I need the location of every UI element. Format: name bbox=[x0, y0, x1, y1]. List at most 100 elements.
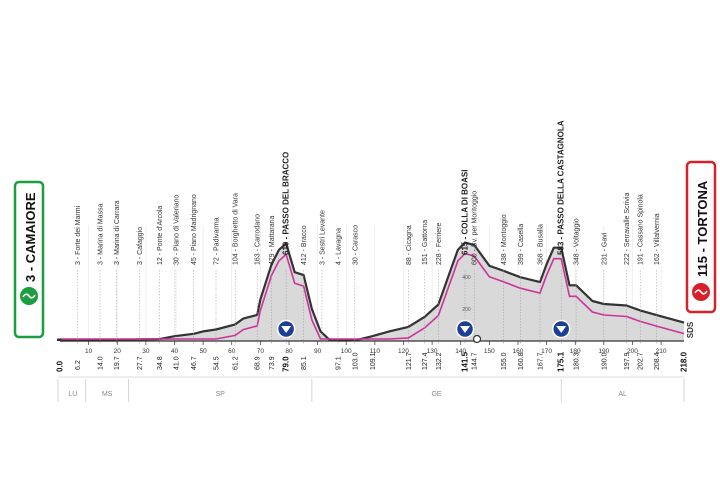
place-label: 104 - Borghetto di Vara bbox=[233, 193, 240, 265]
axis-tick-label: 180 bbox=[570, 348, 581, 355]
place-label: 412 - Bracco bbox=[301, 225, 308, 265]
km-label: 46.7 bbox=[191, 356, 198, 370]
km-label: 109.1 bbox=[370, 352, 377, 370]
km-label: 127.4 bbox=[422, 352, 429, 370]
place-label: 610 - PASSO DEL BRACCO bbox=[282, 152, 291, 255]
km-label: 61.2 bbox=[233, 356, 240, 370]
axis-tick-label: 70 bbox=[257, 348, 265, 355]
axis-tick-label: 50 bbox=[200, 348, 208, 355]
km-label: 155.0 bbox=[501, 352, 508, 370]
place-label: 163 - Carrodano bbox=[255, 214, 262, 265]
place-label: 228 - Ferriere bbox=[436, 222, 443, 265]
km-label: 41.0 bbox=[173, 356, 180, 370]
place-label: 615 - COLLA DI BOASI bbox=[461, 170, 470, 256]
place-label: 479 - Mattarana bbox=[269, 215, 276, 265]
place-label: 583 - PASSO DELLA CASTAGNOLA bbox=[557, 120, 566, 255]
place-label: 3 - Sestri Levante bbox=[319, 210, 326, 265]
km-label: 85.1 bbox=[301, 356, 308, 370]
km-label: 141.5 bbox=[461, 351, 470, 372]
place-label: 399 - Casella bbox=[518, 224, 525, 265]
km-label: 160.8 bbox=[518, 352, 525, 370]
region-label: LU bbox=[68, 391, 77, 398]
km-label: 175.1 bbox=[557, 351, 566, 372]
km-label: 97.1 bbox=[335, 356, 342, 370]
place-label: 30 - Piano di Valeriano bbox=[173, 195, 180, 265]
place-label: 3 - Cafaggio bbox=[137, 227, 144, 265]
place-label: 222 - Serravalle Scrivia bbox=[624, 193, 631, 265]
axis-tick-label: 190 bbox=[598, 348, 609, 355]
km-label: 0.0 bbox=[56, 360, 65, 372]
place-label: 348 - Voltaggio bbox=[574, 218, 581, 265]
region-label: SP bbox=[216, 391, 226, 398]
axis-tick-label: 90 bbox=[314, 348, 322, 355]
start-label: 3 - CAMAIORE bbox=[23, 192, 38, 282]
axis-tick-label: 160 bbox=[513, 348, 524, 355]
km-label: 121.7 bbox=[406, 352, 413, 370]
axis-tick-label: 210 bbox=[656, 348, 667, 355]
finish-label: 115 - TORTONA bbox=[695, 180, 710, 277]
km-label: 6.2 bbox=[75, 360, 82, 370]
place-label: 72 - Padivarma bbox=[214, 217, 221, 265]
climb-arrow-icon bbox=[281, 326, 292, 333]
km-label: 132.2 bbox=[436, 352, 443, 370]
climb-arrow-icon bbox=[556, 326, 567, 333]
km-label: 167.7 bbox=[538, 352, 545, 370]
sponsor-logo: SDS bbox=[686, 321, 695, 338]
axis-tick-label: 130 bbox=[427, 348, 438, 355]
climb-arrow-icon bbox=[460, 326, 471, 333]
place-label: 3 - Marina di Massa bbox=[98, 203, 105, 265]
profile-area bbox=[60, 242, 684, 341]
km-label: 144.7 bbox=[472, 352, 479, 370]
start-marker: 3 - CAMAIORE bbox=[13, 180, 45, 339]
place-label: 4 - Lavagna bbox=[335, 228, 342, 265]
route-line bbox=[60, 252, 685, 340]
km-label: 54.5 bbox=[214, 356, 221, 370]
place-label: 600 - Bv. per Montoggio bbox=[472, 191, 479, 265]
axis-tick-label: 30 bbox=[142, 348, 150, 355]
region-label: AL bbox=[618, 391, 627, 398]
place-label: 88 - Cicagna bbox=[406, 225, 413, 265]
axis-tick-label: 120 bbox=[398, 348, 409, 355]
km-label: 73.9 bbox=[269, 356, 276, 370]
axis-tick-label: 40 bbox=[171, 348, 179, 355]
place-label: 151 - Gattorna bbox=[422, 220, 429, 265]
place-label: 3 - Marina di Carrara bbox=[114, 200, 121, 265]
km-label: 79.0 bbox=[282, 356, 291, 372]
axis-tick-label: 200 bbox=[627, 348, 638, 355]
axis-tick-label: 10 bbox=[85, 348, 93, 355]
axis-tick-label: 150 bbox=[484, 348, 495, 355]
region-label: MS bbox=[102, 391, 113, 398]
region-label: GE bbox=[431, 391, 441, 398]
place-label: 231 - Gavi bbox=[601, 232, 608, 265]
km-label: 208.4 bbox=[654, 352, 661, 370]
place-label: 45 - Piano Madrignano bbox=[191, 194, 198, 265]
km-label: 68.9 bbox=[255, 356, 262, 370]
km-label: 103.0 bbox=[352, 352, 359, 370]
axis-tick-label: 110 bbox=[370, 348, 381, 355]
place-label: 12 - Ponte d'Arcola bbox=[157, 206, 164, 265]
km-label: 218.0 bbox=[680, 351, 689, 372]
km-label: 27.7 bbox=[137, 356, 144, 370]
finish-marker: 115 - TORTONA bbox=[685, 160, 717, 314]
axis-tick-label: 100 bbox=[341, 348, 352, 355]
km-label: 180.3 bbox=[574, 352, 581, 370]
km-label: 19.7 bbox=[114, 356, 121, 370]
elevation-tick-label: 200 bbox=[462, 307, 471, 313]
km-label: 197.9 bbox=[624, 352, 631, 370]
place-label: 3 - Forte dei Marmi bbox=[75, 205, 82, 265]
axis-tick-label: 60 bbox=[228, 348, 236, 355]
axis-tick-label: 20 bbox=[114, 348, 122, 355]
axis-tick-label: 140 bbox=[455, 348, 466, 355]
place-label: 438 - Montoggio bbox=[501, 214, 508, 265]
elevation-tick-label: 400 bbox=[462, 275, 471, 281]
start-wall bbox=[57, 338, 61, 341]
axis-tick-label: 170 bbox=[541, 348, 552, 355]
km-label: 14.0 bbox=[98, 356, 105, 370]
place-label: 162 - Villalvernia bbox=[654, 213, 661, 265]
place-label: 30 - Carasco bbox=[352, 225, 359, 265]
km-label: 190.0 bbox=[601, 352, 608, 370]
km-label: 34.8 bbox=[157, 356, 164, 370]
place-label: 191 - Cassano Spinola bbox=[638, 194, 645, 265]
